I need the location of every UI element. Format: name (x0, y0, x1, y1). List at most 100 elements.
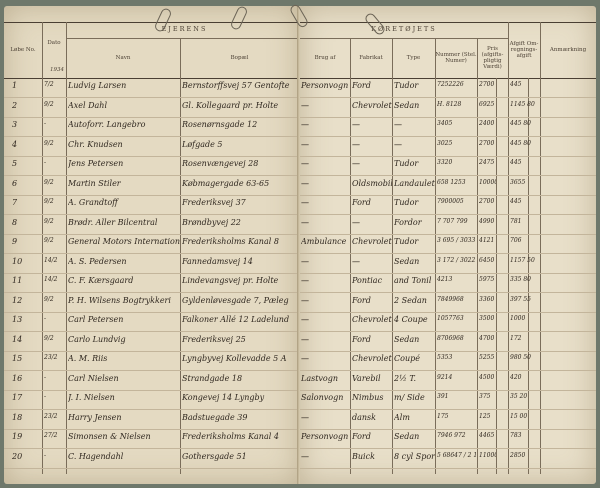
cell-name: A. Grandtoff (68, 198, 118, 207)
cell-type: 2 Sedan (394, 295, 427, 305)
right-header (300, 22, 596, 79)
cell-address: Kongevej 14 Lyngby (182, 393, 265, 402)
cell-tax: 445 80 (510, 139, 531, 147)
cell-type: Landaulet (394, 178, 435, 188)
cell-tax: 397 55 (510, 295, 531, 303)
header-name: Navn (115, 54, 131, 61)
cell-date: 14/2 (44, 276, 58, 283)
cell-make: Nimbus (352, 393, 384, 402)
cell-number: 3 695 / 3033 (437, 237, 476, 244)
cell-address: Fannedamsvej 14 (182, 256, 253, 266)
cell-number: 391 (437, 393, 449, 400)
cell-no: 12 (12, 295, 23, 305)
cell-type: m/ Side (394, 393, 425, 402)
cell-no: 3 (12, 120, 18, 129)
cell-use: — (301, 178, 309, 188)
cell-make: Chevrolet (352, 315, 392, 324)
cell-date: - (44, 373, 47, 381)
cell-tax: 980 50 (510, 354, 531, 361)
cell-number: 7252226 (437, 81, 464, 88)
cell-tax: 1145 80 (510, 100, 535, 108)
cell-use: — (301, 412, 309, 422)
left-ledger-row: 14 9/2 Carlo Lundvig Frederiksvej 25 (4, 332, 299, 352)
cell-name: Chr. Knudsen (68, 139, 123, 149)
right-ledger-row: — — Sedan 3 172 / 3022 6450 1157 50 (300, 254, 596, 274)
book-gutter (297, 6, 302, 484)
cell-no: 2 (12, 100, 18, 110)
left-ledger-row: 20 - C. Hagendahl Gothersgade 51 (4, 449, 299, 469)
cell-no: 16 (12, 373, 23, 383)
cell-use: — (301, 334, 309, 344)
cell-type: Tudor (394, 159, 419, 168)
left-ledger-row: 2 9/2 Axel Dahl Gl. Kollegaard pr. Holte (4, 98, 299, 118)
cell-address: Lyngbyvej Kollevadde 5 A (182, 354, 287, 363)
cell-name: P. H. Wilsens Bogtrykkeri (68, 295, 171, 305)
header-use: Brug af (314, 54, 336, 61)
cell-make: — (352, 120, 360, 129)
cell-tax: 445 (510, 198, 522, 205)
cell-date: 9/2 (44, 237, 54, 244)
right-ledger-row: — — Fordor 7 707 799 4990 781 (300, 215, 596, 235)
cell-date: - (44, 315, 47, 322)
cell-make: Pontiac (352, 276, 383, 285)
right-ledger-row: Personvogn Ford Tudor 7252226 2700 445 (300, 78, 596, 98)
cell-number: 7849968 (437, 295, 464, 303)
left-ledger-row: 3 - Autoforr. Langebro Rosenørnsgade 12 (4, 117, 299, 137)
cell-price: 3500 (479, 315, 495, 322)
right-ledger-row: — dansk Alm 175 125 15 00 (300, 410, 596, 430)
left-header (4, 22, 299, 79)
cell-use: Personvogn (301, 81, 349, 90)
cell-no: 7 (12, 198, 18, 207)
cell-date: 9/2 (44, 100, 54, 108)
left-ledger-row: 9 9/2 General Motors International Frederik… (4, 234, 299, 254)
cell-type: Sedan (394, 100, 420, 110)
cell-tax: 1000 (510, 315, 526, 322)
cell-date: 9/2 (44, 139, 54, 147)
cell-date: 14/2 (44, 256, 58, 264)
cell-no: 19 (12, 432, 23, 441)
right-ledger-row: — — — 3405 2400 445 80 (300, 117, 596, 137)
cell-type: 8 cyl Sports (394, 451, 435, 461)
cell-no: 4 (12, 139, 18, 149)
cell-no: 5 (12, 159, 18, 168)
cell-no: 9 (12, 237, 18, 246)
cell-price: 2700 (479, 81, 495, 88)
cell-no: 10 (12, 256, 23, 266)
cell-date: - (44, 451, 47, 459)
cell-use: Ambulance (301, 237, 347, 246)
cell-price: 2700 (479, 198, 495, 205)
cell-price: 4465 (479, 432, 495, 439)
right-ledger-row: — Chevrolet Coupé 5353 5255 980 50 (300, 351, 596, 371)
cell-name: C. F. Kærsgaard (68, 276, 134, 285)
cell-date: - (44, 120, 47, 127)
cell-price: 11000 (479, 451, 496, 459)
cell-number: 1057763 (437, 315, 464, 322)
header-price: Pris (afgifts-pligtig Værdi) (481, 45, 504, 71)
cell-tax: 172 (510, 334, 522, 342)
vehicle-group-header: KØRETØJETS (371, 25, 437, 33)
right-ledger-row: — — — 3025 2700 445 80 (300, 137, 596, 157)
cell-use: Lastvogn (301, 373, 339, 383)
header-address: Bopæl (230, 54, 249, 61)
cell-make: Varebil (352, 373, 381, 383)
cell-use: — (301, 100, 309, 110)
right-ledger-row: — Ford Tudor 7900005 2700 445 (300, 195, 596, 215)
cell-tax: 706 (510, 237, 522, 244)
cell-make: Ford (352, 432, 371, 441)
cell-address: Gl. Kollegaard pr. Holte (182, 100, 279, 110)
cell-number: 3320 (437, 159, 453, 166)
left-ledger-row: 8 9/2 Brødr. Aller Bilcentral Brøndbyvej 22 (4, 215, 299, 235)
left-ledger-row: 11 14/2 C. F. Kærsgaard Lindevangsvej pr. H… (4, 273, 299, 293)
cell-address: Rosenvængevej 28 (182, 159, 259, 168)
left-ledger-row: 16 - Carl Nielsen Strandgade 18 (4, 371, 299, 391)
header-make: Fabrikat (359, 54, 383, 61)
ledger-right-page: KØRETØJETS Brug af Fabrikat Type Nummer … (288, 3, 596, 484)
cell-make: Ford (352, 295, 371, 305)
cell-tax: 15 00 (510, 412, 528, 420)
cell-tax: 781 (510, 217, 522, 225)
cell-name: J. I. Nielsen (68, 393, 115, 402)
cell-type: 4 Coupe (394, 315, 428, 324)
cell-price: 6925 (479, 100, 495, 108)
cell-name: A. M. Riis (68, 354, 108, 363)
